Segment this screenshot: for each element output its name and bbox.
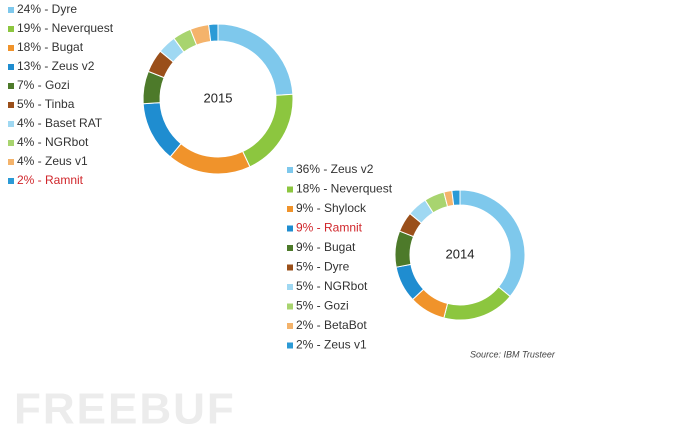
legend-swatch bbox=[287, 167, 293, 173]
legend-swatch bbox=[8, 45, 14, 51]
legend-swatch bbox=[287, 303, 293, 310]
legend-label: 4% - Baset RAT bbox=[17, 116, 103, 130]
legend-label: 36% - Zeus v2 bbox=[296, 162, 374, 176]
donut-segment bbox=[242, 93, 294, 168]
legend-swatch bbox=[8, 121, 14, 127]
legend-swatch bbox=[8, 7, 14, 13]
legend-label: 2% - BetaBot bbox=[296, 318, 367, 332]
donut-segment bbox=[169, 142, 251, 175]
donut-segment bbox=[451, 189, 461, 206]
donut-segment bbox=[208, 23, 219, 43]
watermark: FREEBUF bbox=[14, 385, 236, 434]
legend-swatch bbox=[287, 264, 293, 271]
legend-label: 24% - Dyre bbox=[17, 2, 77, 16]
chart-title: 2015 bbox=[204, 90, 233, 105]
legend-swatch bbox=[8, 64, 14, 70]
legend-swatch bbox=[8, 26, 14, 32]
legend-label: 5% - Tinba bbox=[17, 97, 75, 111]
legend-swatch bbox=[8, 159, 14, 165]
legend-label: 2% - Zeus v1 bbox=[296, 338, 367, 352]
legend-swatch bbox=[8, 102, 14, 108]
donut-segment bbox=[217, 23, 294, 96]
legend-label: 5% - NGRbot bbox=[296, 279, 368, 293]
legend-label: 4% - NGRbot bbox=[17, 135, 89, 149]
donut-segment bbox=[443, 286, 511, 321]
legend-swatch bbox=[287, 323, 293, 329]
legend-label: 19% - Neverquest bbox=[17, 21, 114, 35]
legend-label: 9% - Ramnit bbox=[296, 221, 363, 235]
legend-swatch bbox=[287, 245, 293, 251]
legend-swatch bbox=[287, 206, 293, 212]
legend-label: 18% - Bugat bbox=[17, 40, 84, 54]
legend-swatch bbox=[287, 225, 293, 232]
donut-segment bbox=[142, 102, 182, 158]
legend-label: 7% - Gozi bbox=[17, 78, 70, 92]
legend-label: 2% - Ramnit bbox=[17, 173, 84, 187]
legend-label: 9% - Shylock bbox=[296, 201, 367, 215]
legend-label: 4% - Zeus v1 bbox=[17, 154, 88, 168]
donut-segment bbox=[394, 230, 415, 268]
legend-label: 9% - Bugat bbox=[296, 240, 356, 254]
legend-label: 5% - Dyre bbox=[296, 260, 350, 274]
legend-swatch bbox=[8, 83, 14, 89]
legend-swatch bbox=[8, 140, 14, 146]
legend-label: 5% - Gozi bbox=[296, 299, 349, 313]
legend-label: 13% - Zeus v2 bbox=[17, 59, 95, 73]
donut-segment bbox=[459, 189, 526, 298]
legend-swatch bbox=[287, 284, 293, 290]
legend-swatch bbox=[8, 178, 14, 184]
source-note: Source: IBM Trusteer bbox=[470, 349, 556, 359]
legend-label: 18% - Neverquest bbox=[296, 182, 393, 196]
chart-title: 2014 bbox=[446, 246, 475, 261]
legend-swatch bbox=[287, 186, 293, 193]
legend-swatch bbox=[287, 342, 293, 349]
